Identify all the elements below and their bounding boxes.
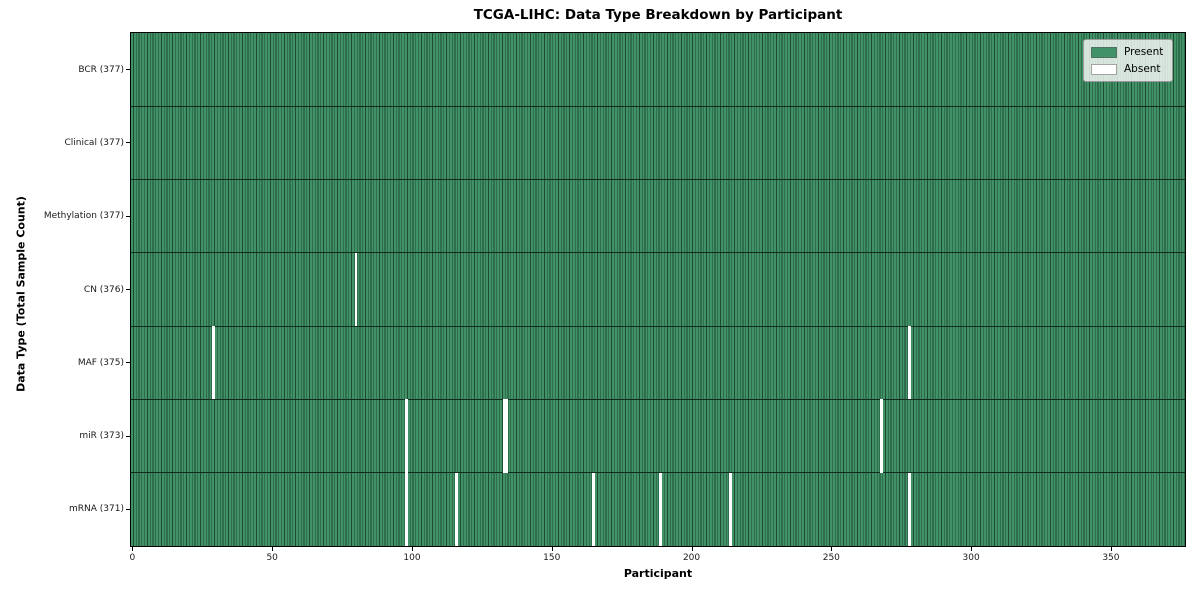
row-separator [131, 105, 1185, 107]
row-separator [131, 179, 1185, 181]
row-separator [131, 472, 1185, 474]
y-tick-mark [126, 289, 130, 290]
legend-item-absent: Absent [1091, 63, 1163, 75]
absent-cell-MAF-29 [212, 326, 215, 400]
x-tick-mark [132, 547, 134, 551]
y-tick-mark [126, 435, 130, 437]
absent-cell-mRNA-116 [455, 472, 459, 546]
chart-title: TCGA-LIHC: Data Type Breakdown by Partic… [473, 7, 843, 23]
x-tick-mark [411, 547, 413, 551]
absent-cell-miR-98 [404, 399, 408, 473]
absent-cell-miR-133 [502, 399, 506, 473]
present-swatch-icon [1091, 46, 1117, 58]
y-tick-label-miR: miR (373) [79, 431, 124, 442]
x-tick-mark [1110, 547, 1112, 551]
plot-area [130, 32, 1186, 547]
legend-item-present: Present [1091, 46, 1163, 58]
absent-cell-mRNA-278 [908, 472, 911, 546]
y-tick-mark [126, 142, 130, 144]
x-tick-label-0: 0 [129, 553, 136, 563]
x-tick-mark [831, 547, 833, 551]
row-separator [131, 252, 1185, 254]
y-tick-label-MAF: MAF (375) [77, 357, 124, 368]
x-tick-label-150: 150 [543, 553, 561, 563]
legend-label-present: Present [1124, 46, 1164, 58]
absent-cell-miR-268 [880, 399, 884, 473]
absent-cell-miR-134 [505, 399, 509, 473]
x-tick-mark [272, 547, 274, 551]
legend-label-absent: Absent [1124, 63, 1161, 75]
absent-cell-mRNA-189 [659, 472, 663, 546]
absent-swatch-icon [1091, 63, 1117, 75]
x-tick-mark [691, 547, 693, 551]
y-tick-label-BCR: BCR (377) [78, 64, 124, 75]
absent-cell-mRNA-214 [729, 472, 733, 546]
absent-cell-CN-80 [354, 252, 358, 327]
x-tick-label-50: 50 [266, 553, 278, 563]
absent-cell-MAF-278 [908, 326, 911, 400]
y-tick-label-mRNA: mRNA (371) [69, 504, 124, 515]
y-tick-mark [126, 508, 130, 510]
absent-cell-mRNA-165 [592, 472, 596, 546]
y-tick-mark [126, 215, 130, 217]
y-tick-label-CN: CN (376) [83, 284, 124, 295]
y-tick-mark [126, 69, 130, 71]
row-separator [131, 325, 1185, 327]
x-tick-label-350: 350 [1102, 553, 1120, 563]
x-tick-label-200: 200 [682, 553, 701, 563]
x-tick-mark [551, 547, 553, 551]
y-tick-label-Methylation: Methylation (377) [43, 211, 124, 222]
absent-cell-mRNA-98 [404, 472, 408, 546]
legend: Present Absent [1083, 39, 1174, 82]
row-separator [131, 398, 1185, 400]
x-axis-title: Participant [623, 567, 693, 580]
x-tick-mark [971, 547, 973, 551]
x-tick-label-250: 250 [822, 553, 840, 563]
y-tick-mark [126, 362, 130, 364]
y-tick-label-Clinical: Clinical (377) [64, 137, 124, 148]
x-tick-label-100: 100 [403, 553, 421, 563]
x-tick-label-300: 300 [962, 553, 980, 563]
